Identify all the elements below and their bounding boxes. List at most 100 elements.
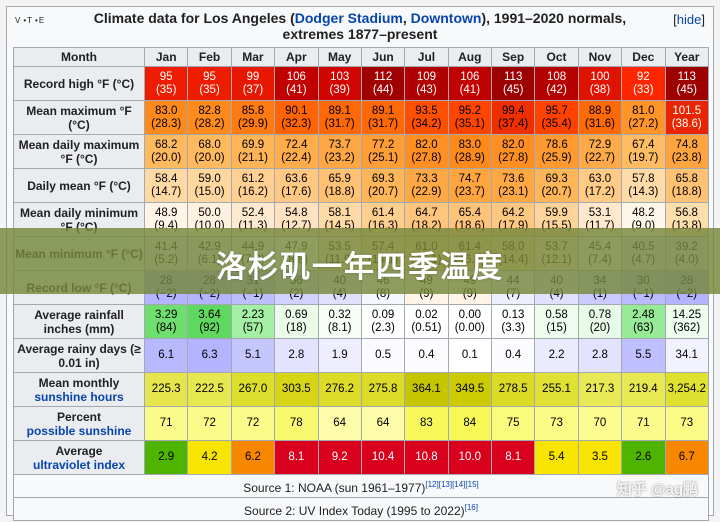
cell-metric-value: (362): [673, 321, 701, 334]
data-cell: 2.48 (63): [621, 304, 666, 339]
view-link[interactable]: V: [15, 16, 22, 25]
cell-value: 82.8: [198, 104, 221, 117]
data-cell: 0.58 (15): [534, 304, 579, 339]
cell-value: 364.1: [412, 383, 441, 395]
table-row: Average rainy days (≥ 0.01 in) 6.1 6.3 5.1 2…: [13, 338, 709, 373]
cell-value: 95.2: [458, 104, 481, 117]
cell-value: 2.23: [241, 308, 265, 321]
row-label-link[interactable]: possible sunshine: [26, 423, 132, 438]
cell-value: 73: [550, 417, 563, 429]
data-cell: 303.5: [274, 372, 319, 407]
cell-value: 54.8: [285, 206, 308, 219]
cell-value: 6.2: [244, 451, 261, 463]
data-cell: 219.4: [621, 372, 666, 407]
data-cell: 85.8 (29.9): [230, 100, 276, 135]
cell-value: 69.9: [241, 138, 265, 151]
cell-value: 5.1: [244, 349, 261, 361]
data-cell: 82.0 (27.8): [490, 134, 536, 169]
cell-value: 71: [159, 417, 173, 429]
talk-link[interactable]: T: [27, 16, 34, 25]
data-cell: 81.0 (27.2): [621, 100, 666, 135]
row-label-link[interactable]: ultraviolet index: [32, 457, 126, 472]
data-cell: 69.3 (20.7): [534, 168, 579, 203]
data-cell: 82.0 (27.8): [404, 134, 449, 169]
cell-metric-value: (22.4): [281, 151, 312, 164]
reference-links[interactable]: [16]: [464, 502, 478, 512]
cell-metric-value: (28.2): [194, 117, 225, 130]
month-header-cell: Jun: [360, 47, 406, 67]
data-cell: 95.2 (35.1): [447, 100, 493, 135]
data-cell: 95 (35): [187, 66, 232, 101]
cell-metric-value: (21.1): [237, 151, 268, 164]
row-label: Percent possible sunshine: [13, 406, 145, 441]
data-cell: 106 (41): [447, 66, 493, 101]
cell-value: 70: [593, 417, 607, 429]
data-cell: 93.5 (34.2): [404, 100, 449, 135]
downtown-link[interactable]: Downtown: [410, 10, 482, 26]
cell-value: 0.02: [415, 308, 438, 321]
cell-metric-value: (31.6): [584, 117, 615, 130]
data-cell: 75: [490, 406, 536, 441]
data-cell: 6.2: [230, 440, 276, 475]
cell-value: 57.8: [632, 172, 655, 185]
cell-value: 82.0: [501, 138, 525, 151]
cell-metric-value: (84): [155, 321, 177, 334]
cell-value: 2.2: [548, 349, 565, 361]
dodger-stadium-link[interactable]: Dodger Stadium: [294, 10, 403, 26]
vte-links[interactable]: V •T •E: [15, 16, 46, 25]
cell-value: 84: [463, 417, 477, 429]
cell-metric-value: (43): [416, 83, 437, 96]
cell-metric-value: (92): [199, 321, 220, 334]
cell-metric-value: (0.00): [454, 321, 485, 334]
data-cell: 100 (38): [577, 66, 623, 101]
cell-value: 3.5: [591, 451, 608, 463]
row-label: Mean daily maximum °F (°C): [13, 134, 145, 169]
cell-value: 0.09: [371, 308, 395, 321]
hide-link[interactable]: hide: [676, 12, 702, 27]
cell-value: 72: [246, 417, 260, 429]
row-label: Mean monthly sunshine hours: [13, 372, 145, 407]
data-cell: 275.8: [360, 372, 406, 407]
cell-value: 3.64: [198, 308, 221, 321]
row-label: Daily mean °F (°C): [13, 168, 145, 203]
data-cell: 68.2 (20.0): [143, 134, 189, 169]
cell-value: 109: [416, 70, 437, 83]
row-label-text: Daily mean °F (°C): [27, 178, 131, 193]
data-cell: 67.4 (19.7): [621, 134, 666, 169]
cell-value: 101.5: [672, 104, 702, 117]
cell-value: 5.5: [635, 349, 652, 361]
edit-link[interactable]: E: [38, 16, 46, 25]
month-header-cell: Jul: [404, 47, 449, 67]
data-cell: 78.6 (25.9): [534, 134, 579, 169]
cell-value: 0.78: [588, 308, 612, 321]
data-cell: 68.0 (20.0): [187, 134, 232, 169]
data-cell: 63.6 (17.6): [274, 168, 319, 203]
cell-value: 5.4: [548, 451, 565, 463]
data-cell: 9.2: [317, 440, 362, 475]
cell-value: 72: [203, 417, 216, 429]
data-cell: 83: [404, 406, 449, 441]
data-cell: 77.2 (25.1): [360, 134, 406, 169]
header-row: Month Jan Feb Mar Apr May Jun Jul Aug Sep Oct Nov De…: [13, 47, 709, 67]
cell-value: 64.7: [415, 206, 438, 219]
cell-metric-value: (18): [286, 321, 307, 334]
cell-metric-value: (42): [546, 83, 567, 96]
cell-value: 53.1: [588, 206, 612, 219]
data-cell: 89.1 (31.7): [317, 100, 362, 135]
cell-metric-value: (33): [633, 83, 654, 96]
cell-metric-value: (25.1): [368, 151, 399, 164]
cell-value: 6.3: [201, 349, 218, 361]
reference-links[interactable]: [12][13][14][15]: [425, 479, 479, 489]
cell-metric-value: (15.0): [194, 185, 225, 198]
cell-metric-value: (20.0): [194, 151, 225, 164]
cell-value: 2.8: [591, 349, 608, 361]
cell-metric-value: (27.8): [498, 151, 529, 164]
cell-value: 92: [636, 70, 650, 83]
cell-value: 72.9: [588, 138, 612, 151]
cell-value: 93.5: [415, 104, 438, 117]
row-label-link[interactable]: sunshine hours: [34, 389, 124, 404]
data-cell: 5.5: [621, 338, 666, 373]
cell-value: 65.9: [328, 172, 351, 185]
cell-metric-value: (23.8): [671, 151, 702, 164]
hide-toggle[interactable]: [hide]: [673, 12, 705, 27]
